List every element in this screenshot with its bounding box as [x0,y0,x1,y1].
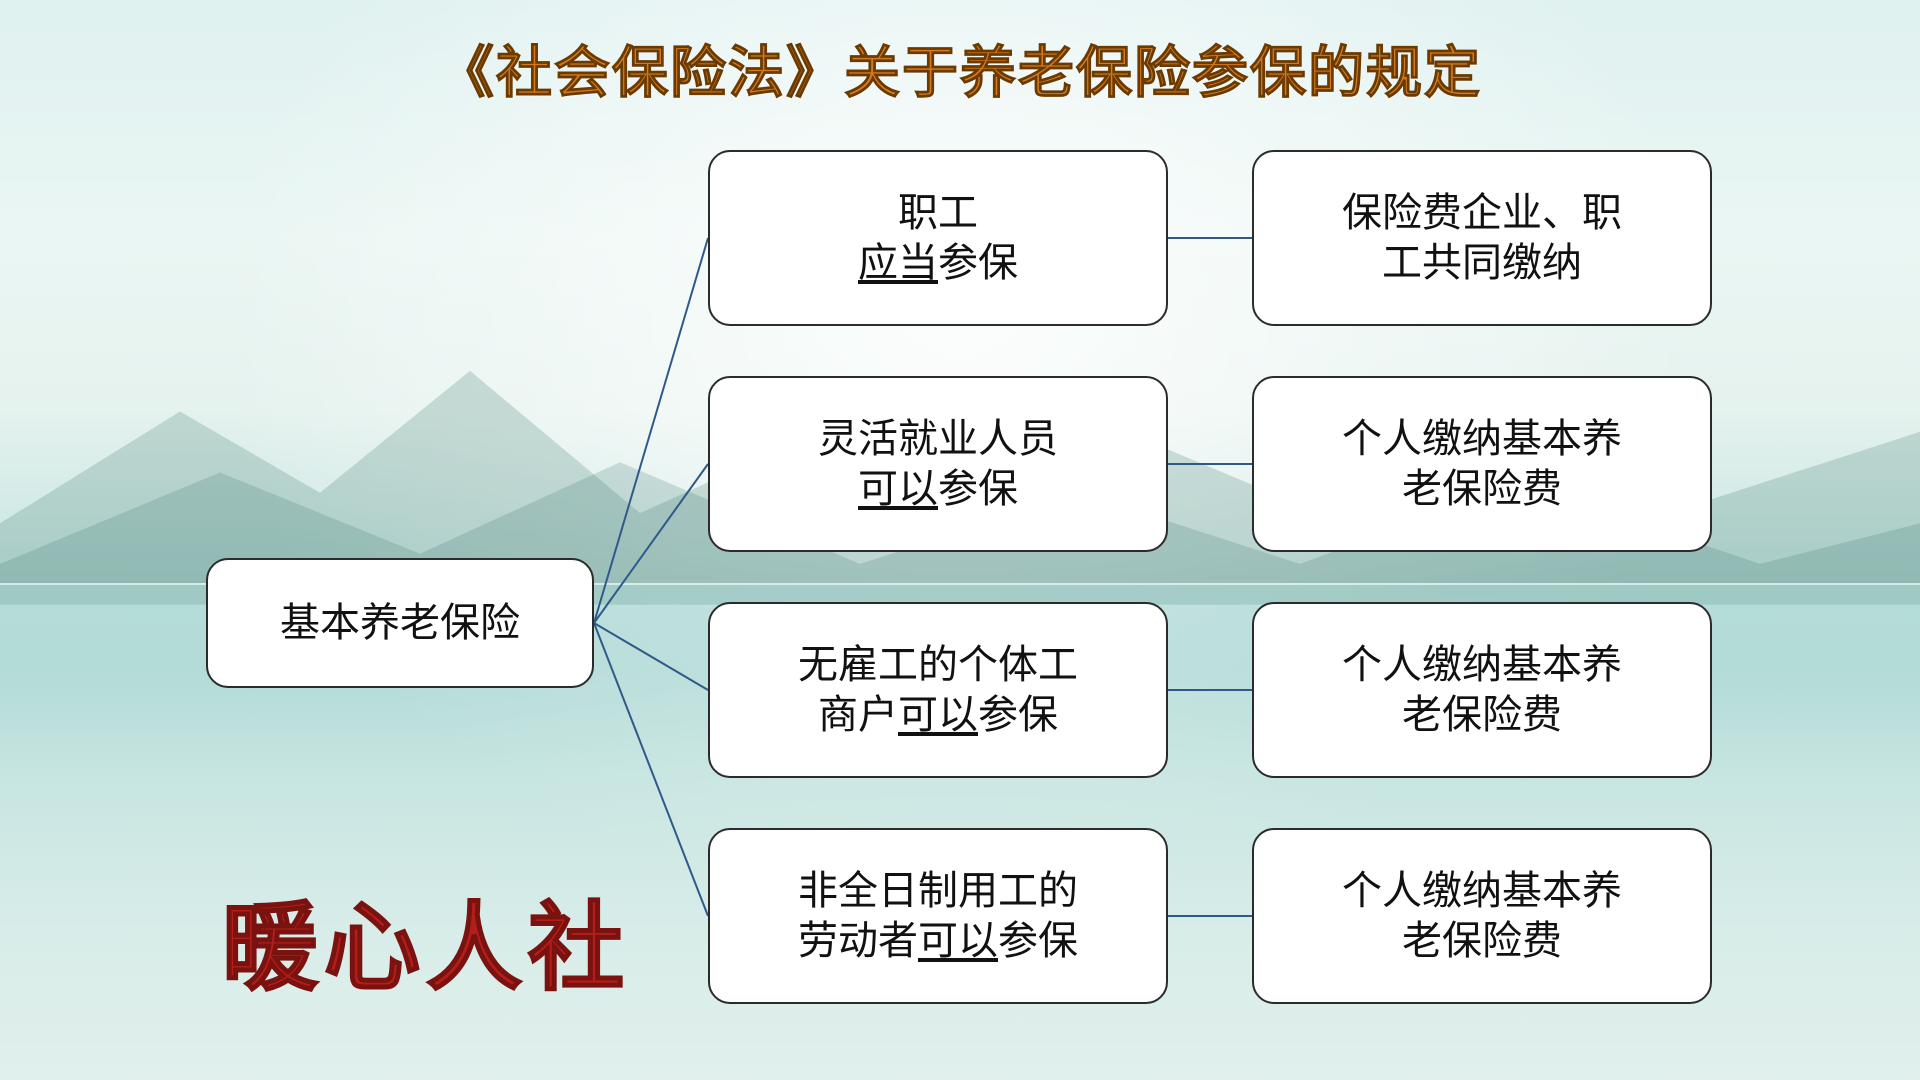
node-mid-0: 职工应当参保 [708,150,1168,326]
node-right-1: 个人缴纳基本养老保险费 [1252,376,1712,552]
node-mid-1-line-0: 灵活就业人员 [818,414,1058,464]
node-mid-2-line-1: 商户可以参保 [818,690,1058,740]
node-mid-3-underline: 可以 [918,919,998,963]
stage: 《社会保险法》关于养老保险参保的规定 基本养老保险 暖心人社 职工应当参保保险费… [0,0,1920,1080]
node-mid-3: 非全日制用工的劳动者可以参保 [708,828,1168,1004]
node-root-label: 基本养老保险 [280,598,520,648]
node-mid-0-line-1: 应当参保 [858,238,1018,288]
node-right-2-line-0: 个人缴纳基本养 [1342,640,1622,690]
node-right-1-line-1: 老保险费 [1402,464,1562,514]
node-right-3-line-1: 老保险费 [1402,916,1562,966]
page-title: 《社会保险法》关于养老保险参保的规定 [0,28,1920,109]
node-right-0-line-1: 工共同缴纳 [1382,238,1582,288]
node-mid-0-underline: 应当 [858,241,938,285]
node-right-2-line-1: 老保险费 [1402,690,1562,740]
node-mid-0-line-0: 职工 [898,188,978,238]
node-root: 基本养老保险 [206,558,594,688]
node-mid-2-underline: 可以 [898,693,978,737]
node-mid-3-line-1: 劳动者可以参保 [798,916,1078,966]
node-mid-1: 灵活就业人员可以参保 [708,376,1168,552]
node-mid-3-line-0: 非全日制用工的 [798,866,1078,916]
node-mid-2-line-0: 无雇工的个体工 [798,640,1078,690]
watermark-text: 暖心人社 [222,870,630,1009]
node-right-2: 个人缴纳基本养老保险费 [1252,602,1712,778]
node-right-3: 个人缴纳基本养老保险费 [1252,828,1712,1004]
node-right-3-line-0: 个人缴纳基本养 [1342,866,1622,916]
node-mid-2: 无雇工的个体工商户可以参保 [708,602,1168,778]
node-right-0-line-0: 保险费企业、职 [1342,188,1622,238]
node-mid-1-line-1: 可以参保 [858,464,1018,514]
node-mid-1-underline: 可以 [858,467,938,511]
node-right-0: 保险费企业、职工共同缴纳 [1252,150,1712,326]
node-right-1-line-0: 个人缴纳基本养 [1342,414,1622,464]
